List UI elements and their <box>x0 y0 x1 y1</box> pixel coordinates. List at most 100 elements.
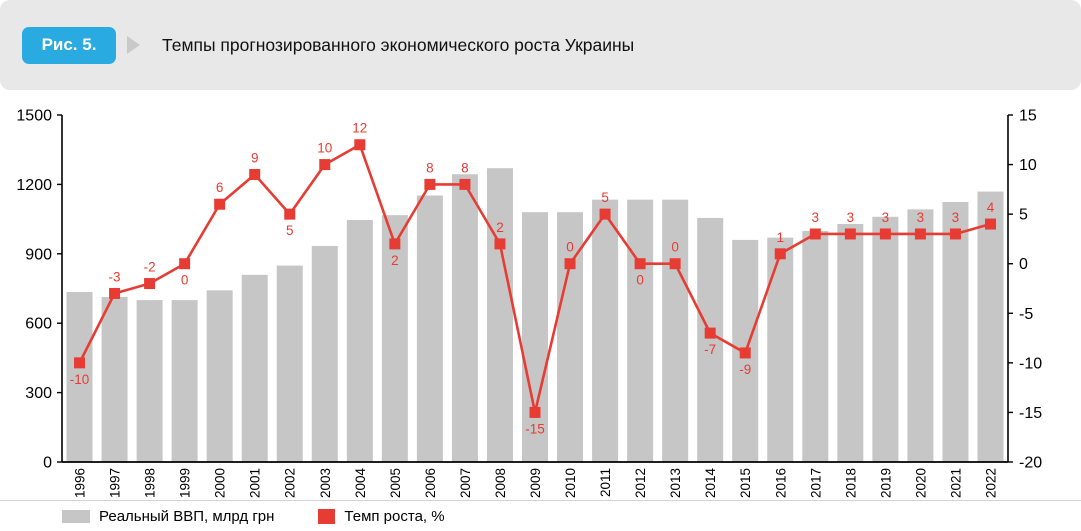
growth-marker-2012 <box>634 258 646 270</box>
gdp-bar-2017 <box>802 230 829 462</box>
growth-marker-2009 <box>529 406 541 418</box>
right-tick-label: 0 <box>1019 256 1028 273</box>
x-label-2007: 2007 <box>458 468 473 498</box>
gdp-bar-2003 <box>311 245 338 462</box>
left-tick-label: 300 <box>25 385 52 402</box>
growth-marker-2017 <box>809 228 821 240</box>
x-label-1998: 1998 <box>143 468 158 498</box>
growth-marker-1999 <box>179 258 191 270</box>
x-label-2002: 2002 <box>283 468 298 498</box>
gdp-bar-2004 <box>346 220 373 462</box>
growth-marker-1997 <box>109 287 121 299</box>
growth-value-label-2010: 0 <box>566 240 574 255</box>
growth-value-label-2018: 3 <box>847 210 855 225</box>
x-label-2009: 2009 <box>528 468 543 498</box>
x-label-2021: 2021 <box>948 468 963 498</box>
x-label-2016: 2016 <box>773 468 788 498</box>
growth-marker-2003 <box>319 159 331 171</box>
growth-marker-1996 <box>74 357 86 369</box>
legend-item-gdp: Реальный ВВП, млрд грн <box>62 508 274 525</box>
gdp-bar-2019 <box>872 216 899 462</box>
right-tick-label: 15 <box>1019 108 1037 125</box>
x-label-2022: 2022 <box>983 468 998 498</box>
figure-title: Темпы прогнозированного экономического р… <box>162 34 635 55</box>
x-label-2015: 2015 <box>738 468 753 498</box>
gdp-bar-2007 <box>451 174 478 462</box>
growth-marker-2007 <box>459 178 471 190</box>
growth-value-label-2019: 3 <box>882 210 890 225</box>
right-tick-label: -15 <box>1019 405 1042 422</box>
legend-divider <box>0 500 1081 501</box>
growth-marker-2011 <box>599 208 611 220</box>
growth-marker-2014 <box>704 327 716 339</box>
growth-marker-2000 <box>214 198 226 210</box>
x-label-1999: 1999 <box>178 468 193 498</box>
x-label-2004: 2004 <box>353 468 368 499</box>
x-label-2008: 2008 <box>493 468 508 498</box>
x-label-2012: 2012 <box>633 468 648 498</box>
growth-marker-1998 <box>144 278 156 290</box>
figure-number-badge: Рис. 5. <box>22 26 116 64</box>
growth-value-label-2013: 0 <box>671 240 679 255</box>
growth-value-label-2009: -15 <box>525 421 545 436</box>
x-label-2000: 2000 <box>213 468 228 498</box>
gdp-bar-1999 <box>171 300 198 462</box>
gdp-bar-2018 <box>837 223 864 462</box>
growth-value-label-2016: 1 <box>777 230 785 245</box>
growth-value-label-2020: 3 <box>917 210 925 225</box>
arrow-right-icon <box>127 36 140 54</box>
gdp-bar-1996 <box>66 291 93 462</box>
growth-marker-2005 <box>389 238 401 250</box>
left-tick-label: 1200 <box>16 177 52 194</box>
gdp-bar-2011 <box>592 199 619 462</box>
x-label-2019: 2019 <box>878 468 893 498</box>
gdp-bar-2022 <box>977 191 1004 462</box>
gdp-bar-2006 <box>416 195 443 462</box>
growth-marker-2019 <box>879 228 891 240</box>
x-label-2005: 2005 <box>388 468 403 498</box>
left-tick-label: 1500 <box>16 108 52 125</box>
x-label-2013: 2013 <box>668 468 683 498</box>
gdp-bar-2002 <box>276 265 303 462</box>
growth-value-label-2017: 3 <box>812 210 820 225</box>
growth-marker-2004 <box>354 139 366 151</box>
x-label-2017: 2017 <box>808 468 823 498</box>
gdp-bar-2012 <box>627 199 654 462</box>
growth-marker-2016 <box>774 248 786 260</box>
growth-value-label-1996: -10 <box>70 372 90 387</box>
growth-marker-2015 <box>739 347 751 359</box>
growth-value-label-2015: -9 <box>739 362 751 377</box>
right-tick-label: -10 <box>1019 355 1042 372</box>
growth-marker-2006 <box>424 178 436 190</box>
x-label-2014: 2014 <box>703 468 718 499</box>
right-tick-label: 10 <box>1019 157 1037 174</box>
gdp-bar-2010 <box>557 212 584 462</box>
growth-value-label-2002: 5 <box>286 223 294 238</box>
gdp-bar-1998 <box>136 300 163 462</box>
x-label-1997: 1997 <box>108 468 123 498</box>
growth-value-label-1998: -2 <box>144 260 156 275</box>
x-label-2010: 2010 <box>563 468 578 498</box>
x-label-2011: 2011 <box>598 468 613 497</box>
growth-value-label-2012: 0 <box>636 273 644 288</box>
gdp-bar-2000 <box>206 290 233 462</box>
x-label-2006: 2006 <box>423 468 438 498</box>
growth-value-label-2007: 8 <box>461 160 469 175</box>
growth-marker-2021 <box>949 228 961 240</box>
gdp-bar-swatch-icon <box>62 509 90 523</box>
x-label-2003: 2003 <box>318 468 333 498</box>
growth-value-label-2003: 10 <box>317 141 332 156</box>
growth-value-label-2000: 6 <box>216 180 224 195</box>
x-label-2001: 2001 <box>248 468 263 498</box>
left-tick-label: 0 <box>43 455 52 472</box>
x-label-2018: 2018 <box>843 468 858 498</box>
growth-marker-2018 <box>844 228 856 240</box>
growth-value-label-2005: 2 <box>391 253 399 268</box>
growth-value-label-2021: 3 <box>952 210 960 225</box>
left-tick-label: 900 <box>25 246 52 263</box>
gdp-bar-2016 <box>767 237 794 462</box>
gdp-bar-2020 <box>907 209 934 462</box>
left-tick-label: 600 <box>25 316 52 333</box>
